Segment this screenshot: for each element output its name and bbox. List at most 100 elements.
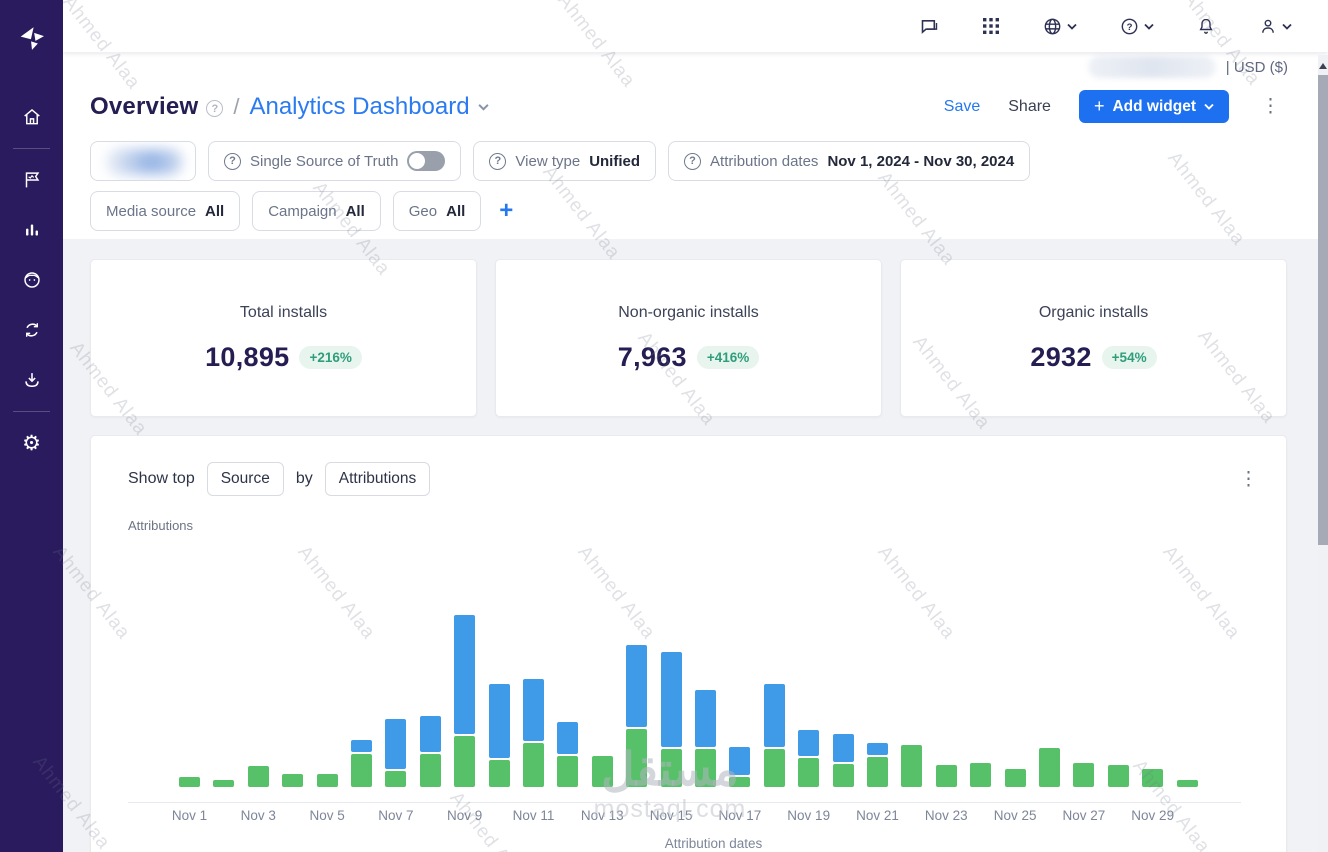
bar-segment-green[interactable] (557, 756, 579, 787)
scrollbar-thumb[interactable] (1318, 75, 1328, 545)
bar-nov-3[interactable] (247, 766, 269, 787)
bar-segment-green[interactable] (316, 774, 338, 787)
bar-segment-green[interactable] (1176, 780, 1198, 787)
bar-segment-green[interactable] (832, 764, 854, 787)
bar-segment-blue[interactable] (523, 679, 544, 741)
sidebar-item-audiences[interactable] (5, 255, 58, 305)
appsflyer-logo[interactable] (15, 22, 49, 56)
bar-nov-24[interactable] (970, 763, 992, 787)
chat-button[interactable] (919, 16, 940, 37)
sidebar-item-analytics[interactable] (5, 205, 58, 255)
bar-segment-green[interactable] (1004, 769, 1026, 787)
bar-nov-21[interactable] (867, 743, 888, 787)
bar-segment-blue[interactable] (763, 684, 785, 747)
bar-nov-13[interactable] (591, 756, 613, 787)
geo-filter[interactable]: Geo All (392, 191, 482, 231)
bar-segment-green[interactable] (591, 756, 613, 787)
bar-nov-7[interactable] (385, 719, 407, 787)
bar-segment-green[interactable] (763, 749, 785, 787)
bar-nov-1[interactable] (179, 777, 200, 787)
bar-segment-green[interactable] (867, 757, 888, 787)
bar-segment-blue[interactable] (867, 743, 888, 755)
bar-segment-blue[interactable] (832, 734, 854, 762)
app-selector-pill[interactable] (90, 141, 196, 181)
bar-segment-green[interactable] (523, 743, 544, 787)
sidebar-item-settings[interactable]: ⚙ (5, 418, 58, 468)
bar-segment-green[interactable] (626, 729, 648, 787)
bar-segment-green[interactable] (970, 763, 992, 787)
bar-segment-green[interactable] (179, 777, 200, 787)
bar-segment-green[interactable] (385, 771, 407, 787)
sidebar-item-sync[interactable] (5, 305, 58, 355)
header-kebab-menu[interactable]: ⋮ (1261, 96, 1280, 117)
bar-nov-28[interactable] (1107, 765, 1129, 787)
bar-nov-6[interactable] (351, 740, 372, 787)
bar-nov-9[interactable] (454, 615, 476, 787)
bar-nov-2[interactable] (213, 780, 235, 787)
bar-segment-green[interactable] (213, 780, 235, 787)
bar-nov-15[interactable] (660, 652, 682, 787)
view-type-pill[interactable]: ? View type Unified (473, 141, 657, 181)
bar-nov-30[interactable] (1176, 780, 1198, 787)
bar-nov-12[interactable] (557, 722, 579, 787)
bar-segment-blue[interactable] (729, 747, 751, 775)
bar-segment-green[interactable] (695, 749, 716, 787)
scrollbar-up-arrow-icon[interactable] (1319, 63, 1327, 69)
add-widget-button[interactable]: + Add widget (1078, 90, 1229, 123)
share-button[interactable]: Share (1008, 97, 1051, 115)
sidebar-item-home[interactable] (5, 92, 58, 142)
metric-select[interactable]: Attributions (324, 462, 431, 496)
sst-toggle[interactable] (407, 151, 446, 171)
bar-segment-blue[interactable] (419, 716, 441, 752)
bar-segment-green[interactable] (1039, 748, 1060, 787)
bar-segment-blue[interactable] (660, 652, 682, 747)
bar-nov-29[interactable] (1142, 769, 1164, 787)
bar-nov-16[interactable] (695, 690, 716, 787)
bar-segment-green[interactable] (351, 754, 372, 787)
bar-segment-blue[interactable] (454, 615, 476, 734)
bar-nov-5[interactable] (316, 774, 338, 787)
notifications-button[interactable] (1196, 16, 1216, 37)
bar-segment-blue[interactable] (385, 719, 407, 769)
bar-nov-22[interactable] (901, 745, 923, 787)
bar-segment-green[interactable] (488, 760, 510, 787)
overview-help-icon[interactable]: ? (206, 100, 224, 117)
campaign-filter[interactable]: Campaign All (252, 191, 381, 231)
breadcrumb-dashboard-selector[interactable]: Analytics Dashboard (249, 93, 489, 121)
breadcrumb-overview[interactable]: Overview (90, 92, 199, 120)
sidebar-item-export[interactable] (5, 355, 58, 405)
help-menu[interactable]: ? (1119, 16, 1154, 37)
dimension-select[interactable]: Source (206, 462, 284, 496)
bar-nov-23[interactable] (935, 765, 957, 787)
bar-nov-26[interactable] (1039, 748, 1060, 787)
bar-nov-14[interactable] (626, 645, 648, 787)
bar-segment-blue[interactable] (695, 690, 716, 747)
bar-nov-8[interactable] (419, 716, 441, 787)
bar-nov-4[interactable] (282, 774, 304, 787)
media-source-filter[interactable]: Media source All (90, 191, 241, 231)
bar-segment-blue[interactable] (488, 684, 510, 758)
bar-segment-blue[interactable] (351, 740, 372, 752)
bar-nov-17[interactable] (729, 747, 751, 787)
bar-segment-green[interactable] (419, 754, 441, 787)
bar-nov-18[interactable] (763, 684, 785, 787)
bar-segment-green[interactable] (282, 774, 304, 787)
attribution-dates-pill[interactable]: ? Attribution dates Nov 1, 2024 - Nov 30… (668, 141, 1031, 181)
bar-nov-27[interactable] (1073, 763, 1095, 787)
bar-segment-green[interactable] (1107, 765, 1129, 787)
bar-nov-10[interactable] (488, 684, 510, 787)
bar-segment-green[interactable] (660, 749, 682, 787)
bar-segment-green[interactable] (454, 736, 476, 787)
vertical-scrollbar[interactable] (1318, 55, 1328, 852)
widget-kebab-menu[interactable]: ⋮ (1239, 468, 1258, 490)
bar-segment-green[interactable] (798, 758, 820, 787)
add-filter-button[interactable]: + (499, 197, 514, 224)
bar-segment-green[interactable] (935, 765, 957, 787)
save-button[interactable]: Save (943, 97, 981, 115)
bar-segment-blue[interactable] (626, 645, 648, 727)
bar-segment-blue[interactable] (798, 730, 820, 756)
bar-segment-green[interactable] (1073, 763, 1095, 787)
single-source-of-truth-pill[interactable]: ? Single Source of Truth (208, 141, 462, 181)
apps-grid-button[interactable] (982, 17, 1000, 35)
bar-nov-19[interactable] (798, 730, 820, 787)
